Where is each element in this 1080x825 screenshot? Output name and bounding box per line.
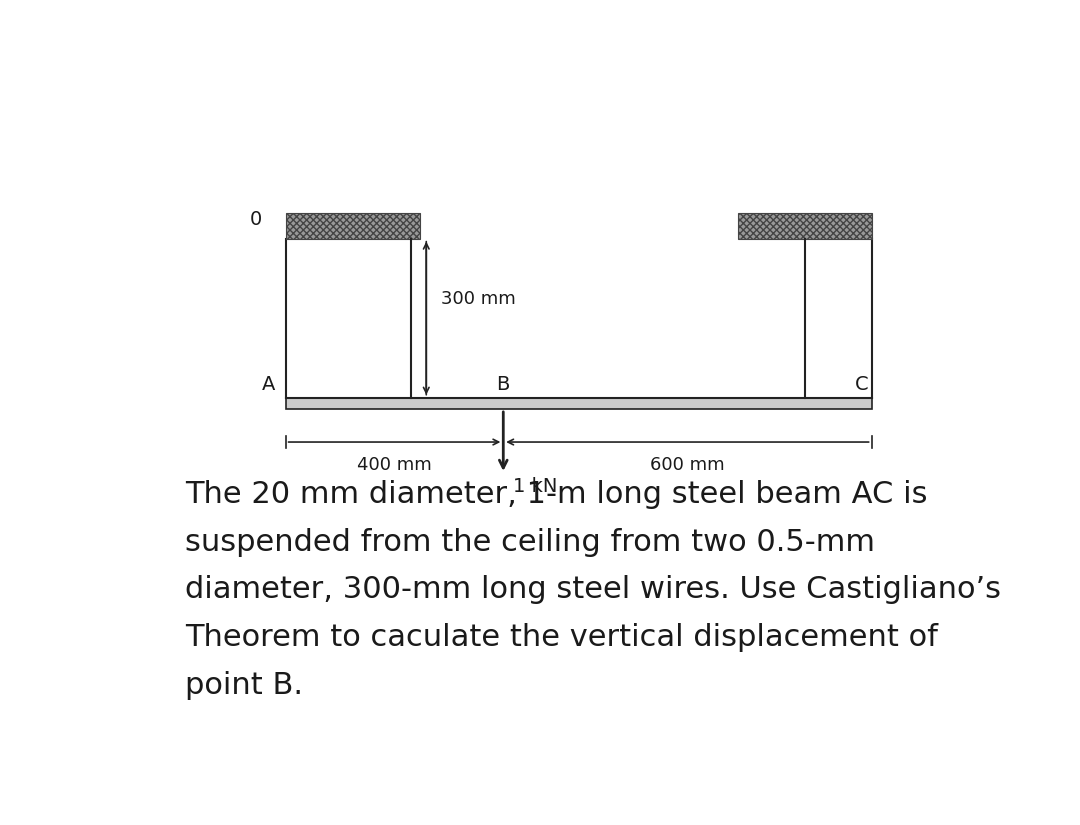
Text: diameter, 300-mm long steel wires. Use Castigliano’s: diameter, 300-mm long steel wires. Use C…	[186, 576, 1001, 605]
Text: 300 mm: 300 mm	[442, 290, 516, 308]
Text: 600 mm: 600 mm	[650, 456, 725, 474]
Text: Theorem to caculate the vertical displacement of: Theorem to caculate the vertical displac…	[186, 623, 939, 652]
Bar	[285, 214, 419, 238]
Bar	[285, 398, 872, 409]
Text: 1 kN: 1 kN	[513, 477, 557, 496]
Bar	[738, 214, 872, 238]
Text: B: B	[497, 375, 510, 394]
Text: The 20 mm diameter, 1-m long steel beam AC is: The 20 mm diameter, 1-m long steel beam …	[186, 480, 928, 509]
Text: A: A	[262, 375, 275, 394]
Text: C: C	[854, 375, 868, 394]
Text: point B.: point B.	[186, 671, 303, 700]
Text: suspended from the ceiling from two 0.5-mm: suspended from the ceiling from two 0.5-…	[186, 528, 875, 557]
Text: 400 mm: 400 mm	[357, 456, 432, 474]
Text: 0: 0	[251, 210, 262, 229]
